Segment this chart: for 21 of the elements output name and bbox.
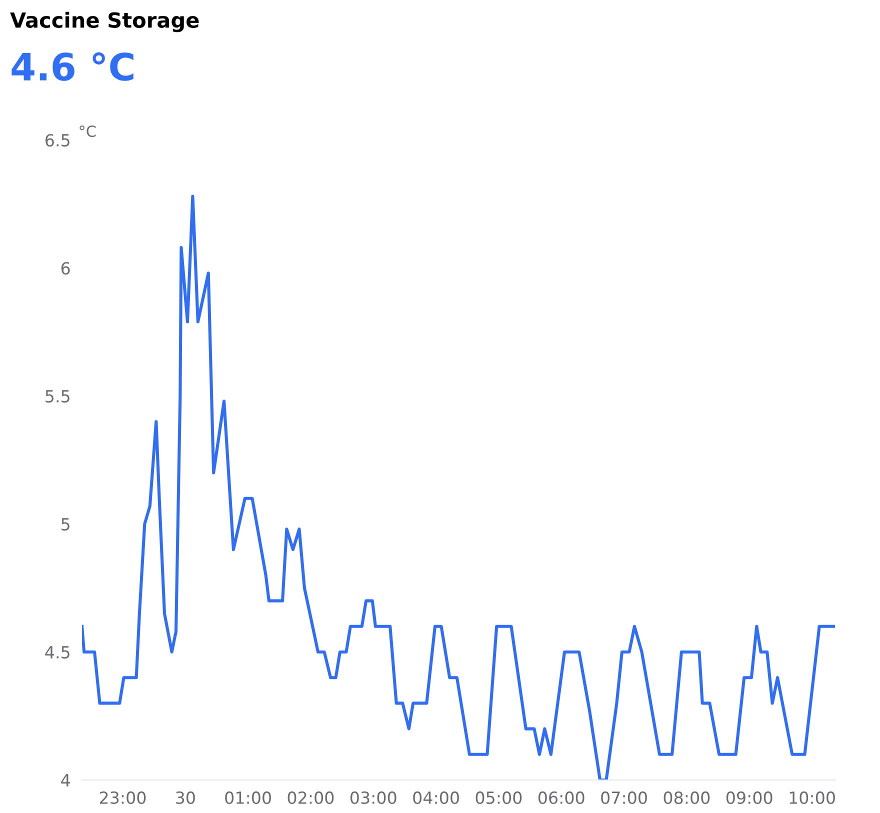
x-tick-label: 05:00 (476, 791, 522, 804)
x-tick-label: 30 (176, 791, 195, 804)
chart-title: Vaccine Storage (10, 12, 199, 32)
x-tick-label: 01:00 (225, 791, 271, 804)
x-tick-label: 09:00 (726, 791, 772, 804)
x-tick-label: 04:00 (413, 791, 459, 804)
x-tick-label: 23:00 (100, 791, 146, 804)
y-tick-label: 6 (61, 262, 70, 275)
y-axis-title: °C (80, 125, 96, 138)
x-tick-label: 07:00 (601, 791, 647, 804)
y-tick-label: 4 (61, 774, 70, 786)
y-tick-label: 4.5 (45, 646, 70, 659)
chart-subtitle: 4.6 °C (12, 52, 134, 81)
x-tick-label: 08:00 (664, 791, 710, 804)
x-tick-label: 03:00 (350, 791, 396, 804)
y-tick-label: 6.5 (46, 134, 70, 147)
x-tick-label: 10:00 (790, 791, 835, 804)
x-tick-label: 06:00 (538, 791, 584, 804)
y-tick-label: 5.5 (46, 390, 70, 403)
y-tick-label: 5 (62, 518, 70, 531)
x-tick-label: 02:00 (288, 791, 334, 804)
